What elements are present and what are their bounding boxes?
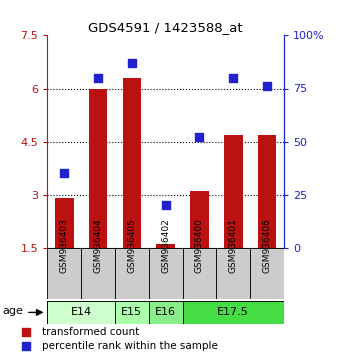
Bar <box>47 248 81 299</box>
Point <box>62 171 67 176</box>
Bar <box>149 248 183 299</box>
Point <box>23 343 29 348</box>
Title: GDS4591 / 1423588_at: GDS4591 / 1423588_at <box>88 21 243 34</box>
Bar <box>156 244 175 248</box>
Bar <box>55 198 74 248</box>
Text: percentile rank within the sample: percentile rank within the sample <box>42 341 217 350</box>
Bar <box>183 248 216 299</box>
Point <box>197 135 202 140</box>
Point <box>264 84 270 89</box>
Bar <box>216 248 250 299</box>
Text: E17.5: E17.5 <box>217 307 249 318</box>
Point <box>95 75 101 81</box>
Text: GSM936404: GSM936404 <box>94 219 102 273</box>
Bar <box>115 301 149 324</box>
Text: E15: E15 <box>121 307 142 318</box>
Text: E16: E16 <box>155 307 176 318</box>
Text: GSM936403: GSM936403 <box>60 218 69 273</box>
Bar <box>47 301 115 324</box>
Text: GSM936405: GSM936405 <box>127 218 136 273</box>
Text: age: age <box>2 306 23 316</box>
Point <box>163 202 168 208</box>
Bar <box>81 248 115 299</box>
Point <box>23 330 29 335</box>
Bar <box>250 248 284 299</box>
Text: GSM936406: GSM936406 <box>263 218 271 273</box>
Bar <box>224 135 243 248</box>
Text: transformed count: transformed count <box>42 327 139 337</box>
Text: E14: E14 <box>71 307 92 318</box>
Text: GSM936401: GSM936401 <box>229 218 238 273</box>
Bar <box>123 78 141 248</box>
Point <box>231 75 236 81</box>
Bar <box>149 301 183 324</box>
Text: GSM936400: GSM936400 <box>195 218 204 273</box>
Bar <box>258 135 276 248</box>
Bar <box>183 301 284 324</box>
Bar <box>190 191 209 248</box>
Point <box>129 60 135 66</box>
Bar <box>115 248 149 299</box>
Text: GSM936402: GSM936402 <box>161 219 170 273</box>
Bar <box>89 88 107 248</box>
